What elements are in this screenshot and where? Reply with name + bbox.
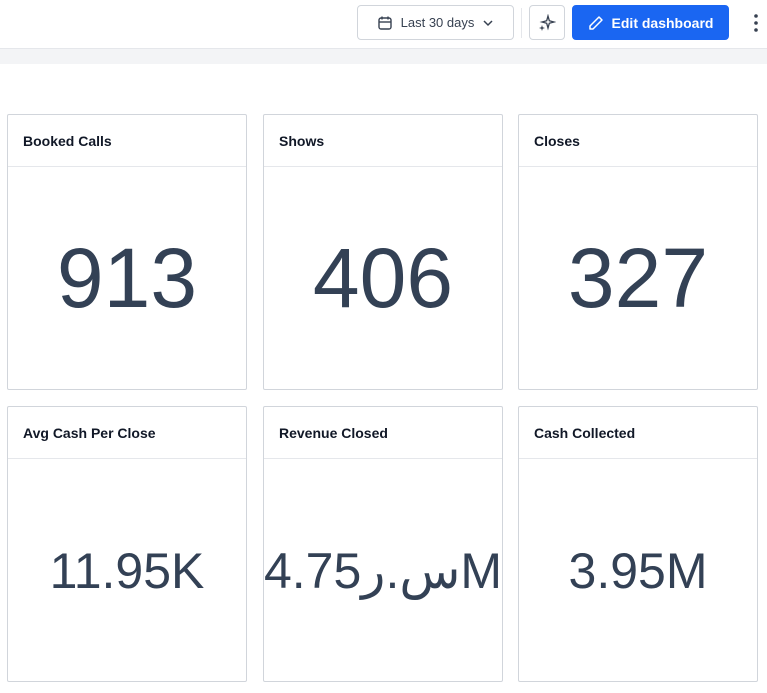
metric-value: 4.75ر.سM: [263, 542, 503, 599]
metric-card: Closes 327: [518, 114, 758, 390]
card-body: 327: [519, 167, 757, 390]
metric-card: Cash Collected 3.95M: [518, 406, 758, 682]
toolbar: Last 30 days Edit dashboard: [0, 0, 767, 49]
calendar-icon: [377, 16, 392, 30]
divider: [521, 8, 522, 38]
metric-value: 406: [312, 231, 454, 325]
sparkle-icon: [539, 13, 556, 31]
metric-card: Avg Cash Per Close 11.95K: [7, 406, 247, 682]
edit-dashboard-label: Edit dashboard: [611, 14, 714, 31]
ai-button[interactable]: [529, 5, 565, 40]
card-body: 406: [264, 167, 502, 390]
header-strip: [0, 49, 767, 64]
date-range-button[interactable]: Last 30 days: [357, 5, 514, 40]
card-title: Shows: [264, 115, 502, 167]
card-title: Avg Cash Per Close: [8, 407, 246, 459]
metric-value: 327: [567, 231, 709, 325]
pencil-icon: [588, 15, 603, 30]
card-title: Booked Calls: [8, 115, 246, 167]
card-body: 3.95M: [519, 459, 757, 682]
edit-dashboard-button[interactable]: Edit dashboard: [572, 5, 729, 40]
chevron-icon: [483, 19, 493, 26]
card-body: 11.95K: [8, 459, 246, 682]
card-title: Revenue Closed: [264, 407, 502, 459]
card-title: Closes: [519, 115, 757, 167]
metric-card: Booked Calls 913: [7, 114, 247, 390]
metric-value: 3.95M: [568, 542, 708, 599]
metric-value: 913: [56, 231, 198, 325]
date-range-label: Last 30 days: [400, 15, 475, 30]
card-body: 913: [8, 167, 246, 390]
metric-value: 11.95K: [49, 542, 205, 599]
metric-card: Shows 406: [263, 114, 503, 390]
metric-card: Revenue Closed 4.75ر.سM: [263, 406, 503, 682]
card-body: 4.75ر.سM: [264, 459, 502, 682]
card-title: Cash Collected: [519, 407, 757, 459]
more-menu[interactable]: [753, 13, 759, 33]
